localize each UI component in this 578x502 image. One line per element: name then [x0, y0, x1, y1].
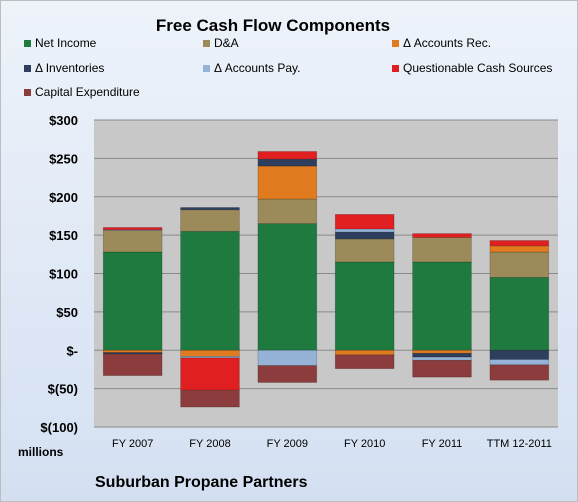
bar-segment-capital-expenditure	[412, 359, 472, 378]
bar-segment-accounts-rec	[257, 165, 318, 200]
bar-segment-d-a	[489, 251, 550, 278]
legend-swatch-accounts-pay	[203, 65, 210, 72]
y-tick-label: $150	[49, 228, 78, 243]
x-tick-label: TTM 12-2011	[487, 438, 552, 450]
y-tick-label: $(50)	[48, 382, 78, 397]
bar-segment-d-a	[412, 237, 472, 263]
bar-segment-net-income	[334, 261, 395, 351]
bar-segment-d-a	[257, 198, 318, 224]
x-tick-label: FY 2011	[422, 438, 463, 450]
bar-segment-d-a	[334, 238, 395, 263]
y-unit-label: millions	[18, 445, 64, 459]
x-tick-label: FY 2007	[112, 438, 153, 450]
legend-swatch-inventories	[24, 65, 31, 72]
legend-swatch-capital-expenditure	[24, 89, 31, 96]
y-tick-label: $-	[66, 343, 78, 358]
bar-segment-net-income	[257, 223, 318, 351]
plot-area: $(100) $(50) $- $50 $100 $150 $200 $250 $300 FY 2…	[40, 113, 558, 450]
company-name: Suburban Propane Partners	[95, 474, 308, 491]
legend-label-questionable-cash-sources: Questionable Cash Sources	[403, 61, 552, 75]
x-tick-label: FY 2009	[267, 438, 308, 450]
bar-segment-questionable-cash-sources	[489, 240, 550, 247]
bar-segment-inventories	[489, 349, 550, 360]
bar-segment-accounts-rec	[334, 349, 395, 356]
bar-segment-d-a	[180, 209, 240, 232]
legend-swatch-d-a	[203, 40, 210, 47]
bar-segment-capital-expenditure	[489, 364, 550, 381]
bar-segment-accounts-pay	[334, 228, 395, 233]
bar-segment-net-income	[412, 261, 472, 351]
bar-segment-questionable-cash-sources	[334, 214, 395, 230]
chart-title: Free Cash Flow Components	[156, 16, 390, 35]
legend-label-accounts-pay: Δ Accounts Pay.	[214, 61, 301, 75]
bar-segment-d-a	[102, 230, 163, 253]
legend-label-capital-expenditure: Capital Expenditure	[35, 85, 140, 99]
x-tick-label: FY 2010	[344, 438, 385, 450]
bar-segment-inventories	[180, 207, 240, 211]
legend-label-d-a: D&A	[214, 36, 239, 50]
bar-segment-net-income	[180, 230, 240, 351]
bar-segment-inventories	[257, 158, 318, 167]
bar-segment-capital-expenditure	[257, 365, 318, 383]
bar-segment-questionable-cash-sources	[102, 227, 163, 231]
x-tick-label: FY 2008	[189, 438, 230, 450]
bar-segment-questionable-cash-sources	[412, 233, 472, 238]
bar-segment-accounts-pay	[489, 359, 550, 366]
legend-label-inventories: Δ Inventories	[35, 61, 104, 75]
bar-segment-capital-expenditure	[102, 353, 163, 376]
bar-segment-capital-expenditure	[180, 389, 240, 408]
y-tick-label: $250	[49, 151, 78, 166]
bar-segment-accounts-rec	[489, 245, 550, 253]
bar-segment-inventories	[412, 352, 472, 358]
y-tick-label: $300	[49, 113, 78, 128]
bar-segment-accounts-pay	[257, 349, 318, 366]
legend-swatch-accounts-rec	[392, 40, 399, 47]
bar-segment-net-income	[102, 251, 163, 351]
y-tick-label: $50	[56, 305, 78, 320]
y-tick-label: $(100)	[40, 420, 78, 435]
bar-segment-accounts-rec	[180, 349, 240, 357]
legend: Net Income D&A Δ Accounts Rec. Δ Inventorie…	[24, 36, 552, 99]
legend-label-accounts-rec: Δ Accounts Rec.	[403, 36, 491, 50]
bar-segment-accounts-rec	[412, 349, 472, 354]
legend-label-net-income: Net Income	[35, 36, 97, 50]
bar-segment-questionable-cash-sources	[257, 151, 318, 160]
bar-segment-inventories	[334, 231, 395, 240]
legend-swatch-net-income	[24, 40, 31, 47]
bar-segment-accounts-pay	[412, 356, 472, 361]
y-tick-label: $100	[49, 267, 78, 282]
bar-segment-net-income	[489, 276, 550, 351]
bar-segment-questionable-cash-sources	[180, 357, 240, 391]
legend-swatch-questionable-cash-sources	[392, 65, 399, 72]
y-tick-label: $200	[49, 190, 78, 205]
bar-segment-capital-expenditure	[334, 354, 395, 370]
